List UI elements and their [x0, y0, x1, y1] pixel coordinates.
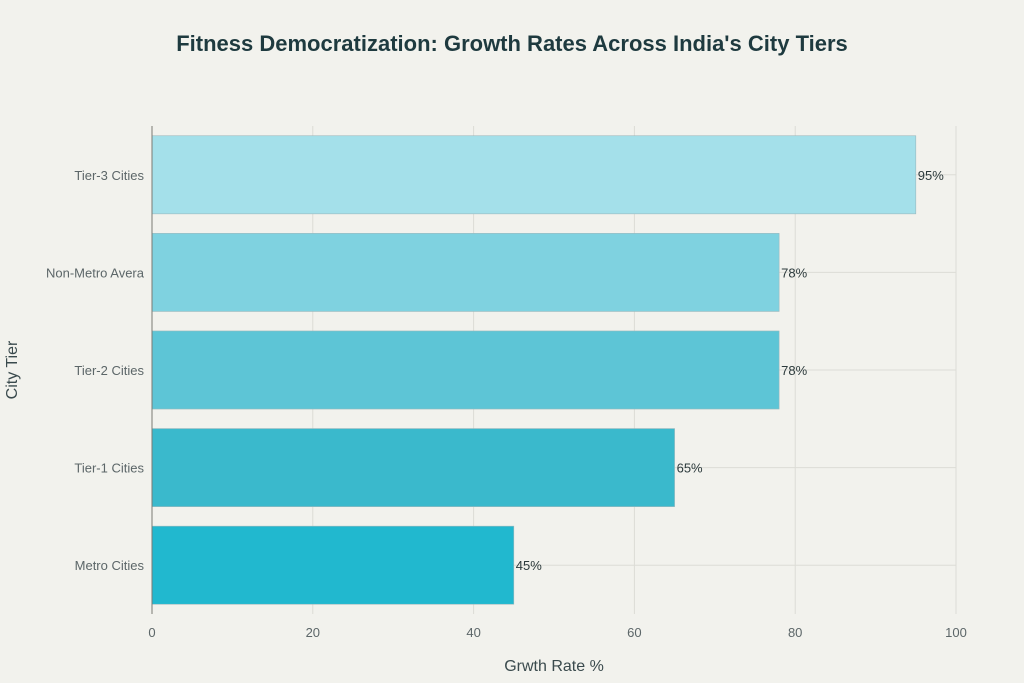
x-tick-label: 0 — [148, 625, 155, 640]
bar-value-label: 78% — [781, 265, 807, 280]
x-tick-label: 100 — [945, 625, 967, 640]
chart-title: Fitness Democratization: Growth Rates Ac… — [176, 31, 848, 56]
bar-tier-2-cities — [151, 330, 780, 410]
x-axis-title: Grwth Rate % — [504, 658, 604, 675]
x-tick-label: 20 — [306, 625, 320, 640]
y-tick-label: Tier-2 Cities — [74, 363, 144, 378]
y-axis-title: City Tier — [4, 340, 21, 399]
bar-value-label: 45% — [516, 558, 542, 573]
bars — [151, 135, 917, 605]
x-tick-label: 80 — [788, 625, 802, 640]
bar-non-metro-avera — [151, 233, 780, 312]
bar-tier-1-cities — [151, 428, 675, 507]
y-tick-label: Tier-1 Cities — [74, 461, 144, 476]
bar-value-label: 95% — [918, 168, 944, 183]
bar-value-label: 78% — [781, 363, 807, 378]
y-tick-labels: Metro Cities Tier-1 Cities Tier-2 Cities No… — [46, 168, 145, 573]
bar-tier-3-cities — [151, 135, 917, 215]
y-tick-label: Tier-3 Cities — [74, 168, 144, 183]
bar-metro-cities — [151, 525, 515, 605]
x-tick-label: 60 — [627, 625, 641, 640]
x-tick-label: 40 — [466, 625, 480, 640]
data-labels: 45% 65% 78% 78% 95% — [516, 168, 944, 573]
y-tick-label: Non-Metro Avera — [46, 265, 145, 280]
x-tick-labels: 0 20 40 60 80 100 — [148, 625, 966, 640]
y-tick-label: Metro Cities — [75, 558, 145, 573]
bar-value-label: 65% — [677, 461, 703, 476]
